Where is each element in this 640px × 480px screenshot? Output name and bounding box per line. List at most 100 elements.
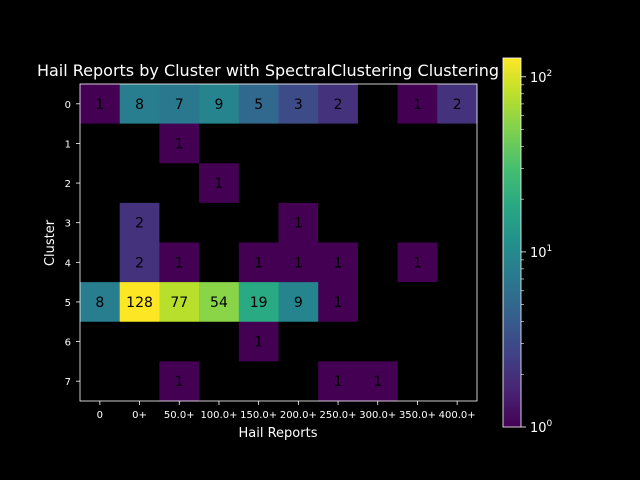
- heatmap-cell: [357, 282, 398, 323]
- heatmap-cell: [278, 242, 319, 283]
- heatmap-cell: [159, 123, 200, 164]
- heatmap-cell: [238, 282, 279, 323]
- x-tick-label: 200.0+: [280, 410, 317, 421]
- cell-value-label: 1: [334, 374, 343, 390]
- heatmap-cell: [397, 242, 438, 283]
- heatmap-cell: [318, 242, 359, 283]
- x-tick-label: 250.0+: [320, 410, 357, 421]
- cell-value-label: 2: [334, 97, 343, 113]
- cell-value-label: 1: [334, 255, 343, 271]
- cell-value-label: 8: [95, 295, 104, 311]
- heatmap-cell: [397, 361, 438, 402]
- heatmap-cell: [119, 202, 160, 243]
- heatmap-cell: [318, 84, 359, 124]
- heatmap-cell: [159, 282, 200, 323]
- heatmap-cell: [159, 84, 200, 124]
- cell-value-label: 5: [254, 97, 263, 113]
- heatmap-cell: [119, 163, 160, 204]
- heatmap-cell: [80, 163, 120, 204]
- y-tick-label: 0: [65, 100, 71, 111]
- heatmap-cell: [437, 242, 478, 283]
- cell-value-label: 128: [126, 295, 153, 311]
- heatmap-cell: [199, 361, 240, 402]
- heatmap-cell: [278, 282, 319, 323]
- heatmap-cell: [397, 202, 438, 243]
- heatmap-cell: [318, 163, 359, 204]
- heatmap-cell: [238, 202, 279, 243]
- cell-value-label: 2: [453, 97, 462, 113]
- heatmap-cell: [278, 321, 319, 362]
- cell-value-label: 9: [294, 295, 303, 311]
- heatmap-cell: [318, 361, 359, 402]
- heatmap-cell: [437, 84, 478, 124]
- heatmap-cell: [278, 123, 319, 164]
- y-tick-label: 6: [65, 338, 71, 349]
- x-tick-label: 150.0+: [240, 410, 277, 421]
- y-tick-label: 4: [65, 258, 71, 269]
- heatmap-cell: [357, 321, 398, 362]
- chart-title: Hail Reports by Cluster with SpectralClu…: [37, 61, 499, 80]
- heatmap-cell: [278, 84, 319, 124]
- cell-value-label: 54: [210, 295, 228, 311]
- cell-value-label: 1: [254, 335, 263, 351]
- heatmap-cell: [80, 242, 120, 283]
- heatmap-cell: [397, 84, 438, 124]
- heatmap-cell: [199, 242, 240, 283]
- heatmap-cell: [159, 321, 200, 362]
- heatmap-cell: [238, 242, 279, 283]
- heatmap-cell: [199, 321, 240, 362]
- heatmap-cell: [80, 84, 120, 124]
- heatmap-cell: [437, 123, 478, 164]
- cell-value-label: 1: [175, 255, 184, 271]
- heatmap-cell: [318, 321, 359, 362]
- cell-value-label: 1: [214, 176, 223, 192]
- heatmap-cell: [318, 282, 359, 323]
- heatmap-cell: [437, 163, 478, 204]
- heatmap-cell: [119, 321, 160, 362]
- y-tick-label: 2: [65, 179, 71, 190]
- y-tick-label: 1: [65, 139, 71, 150]
- cell-value-label: 1: [175, 136, 184, 152]
- x-tick-label: 50.0+: [164, 410, 195, 421]
- heatmap-cell: [238, 163, 279, 204]
- heatmap-cell: [318, 202, 359, 243]
- x-tick-label: 0: [97, 410, 103, 421]
- cell-value-label: 1: [334, 295, 343, 311]
- heatmap-cell: [357, 242, 398, 283]
- colorbar-tick-label: 101: [530, 244, 552, 261]
- heatmap-cell: [119, 282, 160, 323]
- heatmap-cell: [80, 123, 120, 164]
- heatmap-cell: [357, 163, 398, 204]
- heatmap-cell: [199, 84, 240, 124]
- heatmap-cell: [80, 202, 120, 243]
- heatmap-cell: [119, 123, 160, 164]
- cell-value-label: 1: [413, 97, 422, 113]
- heatmap-cell: [238, 123, 279, 164]
- x-axis-label: Hail Reports: [239, 426, 318, 441]
- heatmap-cell: [397, 123, 438, 164]
- cell-value-label: 2: [135, 216, 144, 232]
- x-tick-label: 0+: [132, 410, 147, 421]
- heatmap-cell: [278, 361, 319, 402]
- cell-value-label: 19: [250, 295, 268, 311]
- heatmap-cell: [357, 361, 398, 402]
- heatmap-cell: [159, 202, 200, 243]
- colorbar: [502, 57, 522, 428]
- heatmap-cell: [159, 163, 200, 204]
- cell-value-label: 9: [214, 97, 223, 113]
- heatmap-cell: [357, 202, 398, 243]
- heatmap-cell: [159, 242, 200, 283]
- y-tick-label: 5: [65, 298, 71, 309]
- heatmap-cell: [80, 321, 120, 362]
- y-axis-label: Cluster: [43, 219, 58, 266]
- heatmap-cell: [437, 361, 478, 402]
- heatmap-cell: [318, 123, 359, 164]
- colorbar-tick-label: 100: [530, 419, 553, 436]
- cell-value-label: 77: [170, 295, 188, 311]
- heatmap-cell: [80, 361, 120, 402]
- heatmap-cell: [199, 163, 240, 204]
- heatmap-cell: [238, 321, 279, 362]
- x-tick-label: 350.0+: [399, 410, 436, 421]
- x-axis-ticks: 0 0+ 50.0+ 100.0+ 150.0+ 200.0+ 250.0+ 300.0+ 35…: [97, 401, 476, 421]
- heatmap-cell: [119, 361, 160, 402]
